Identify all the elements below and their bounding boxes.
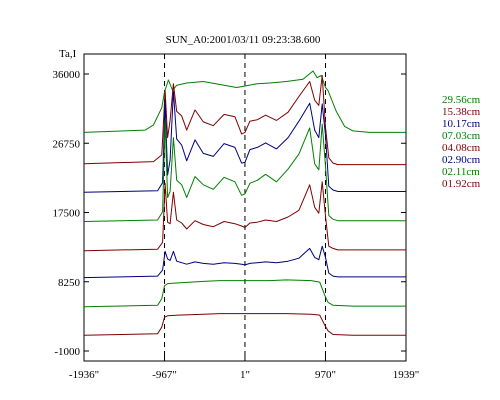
series-line	[83, 181, 406, 252]
legend-entry: 01.92cm	[442, 178, 481, 190]
x-tick-label: -1936"	[69, 369, 99, 381]
y-tick-label: -1000	[54, 346, 80, 358]
y-tick-label: 8250	[58, 277, 81, 289]
legend-entry: 15.38cm	[442, 106, 481, 118]
series-line	[83, 70, 406, 133]
x-tick-label: 1939"	[393, 369, 420, 381]
series-line	[83, 313, 406, 336]
ticks-layer: 36000 26750 17500 8250 -1000 -1936" -967" 1" 970…	[53, 69, 420, 381]
x-tick-label: -967"	[152, 369, 177, 381]
x-tick-label: 970"	[315, 369, 336, 381]
legend-entry: 07.03cm	[442, 130, 481, 142]
y-tick-label: 36000	[53, 69, 81, 81]
series-layer	[83, 70, 406, 336]
y-axis-label: Ta,I	[59, 48, 77, 60]
series-line	[83, 245, 406, 279]
series-line	[83, 75, 406, 166]
series-line	[83, 279, 406, 308]
legend-entry: 10.17cm	[442, 118, 481, 130]
x-tick-label: 1"	[240, 369, 250, 381]
y-tick-label: 17500	[53, 208, 81, 220]
y-tick-label: 26750	[53, 138, 81, 150]
series-line	[83, 90, 406, 193]
legend-entry: 04.08cm	[442, 142, 481, 154]
series-line	[83, 119, 406, 222]
chart-title: SUN_A0:2001/03/11 09:23:38.600	[166, 34, 321, 46]
legend: 29.56cm15.38cm10.17cm07.03cm04.08cm02.90…	[442, 94, 481, 190]
legend-entry: 29.56cm	[442, 94, 481, 106]
legend-entry: 02.90cm	[442, 154, 481, 166]
legend-entry: 02.11cm	[442, 166, 480, 178]
